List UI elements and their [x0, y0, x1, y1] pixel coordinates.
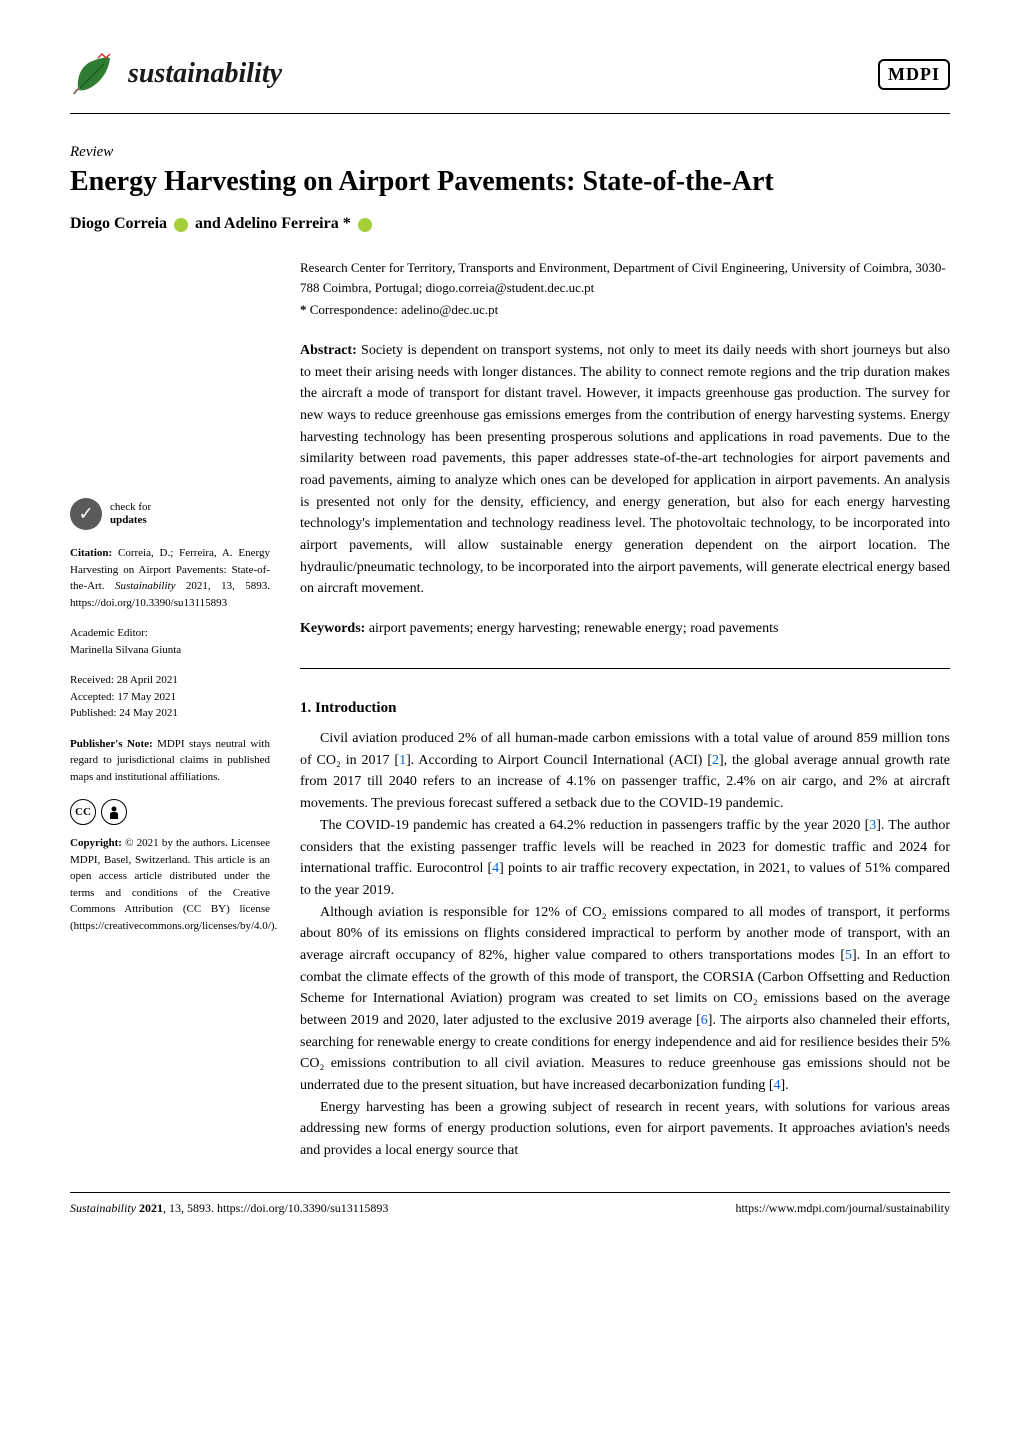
- authors-line: Diogo Correia and Adelino Ferreira *: [70, 215, 950, 233]
- keywords-label: Keywords:: [300, 621, 365, 636]
- editor-name: Marinella Silvana Giunta: [70, 642, 270, 659]
- author-1: Diogo Correia: [70, 215, 167, 232]
- ref-link-4b[interactable]: 4: [774, 1078, 781, 1093]
- check-updates-badge[interactable]: check for updates: [70, 498, 270, 530]
- received-date: Received: 28 April 2021: [70, 672, 270, 689]
- footer-journal: Sustainability: [70, 1201, 139, 1215]
- footer-left: Sustainability 2021, 13, 5893. https://d…: [70, 1201, 388, 1216]
- citation-journal: Sustainability: [115, 580, 176, 592]
- author-and: and Adelino Ferreira *: [195, 215, 351, 232]
- cc-license-icons: CC: [70, 799, 270, 825]
- publisher-logo: MDPI: [878, 59, 950, 90]
- journal-name: sustainability: [128, 58, 282, 90]
- body-paragraph-2: The COVID-19 pandemic has created a 64.2…: [300, 815, 950, 902]
- orcid-icon[interactable]: [358, 218, 372, 232]
- editor-block: Academic Editor: Marinella Silvana Giunt…: [70, 625, 270, 658]
- orcid-icon[interactable]: [174, 218, 188, 232]
- section-1-heading: 1. Introduction: [300, 697, 950, 720]
- copyright-label: Copyright:: [70, 837, 122, 849]
- main-content: Research Center for Territory, Transport…: [300, 258, 950, 1161]
- footer-citation: , 13, 5893. https://doi.org/10.3390/su13…: [163, 1201, 388, 1215]
- abstract-text: Society is dependent on transport system…: [300, 343, 950, 597]
- accepted-date: Accepted: 17 May 2021: [70, 689, 270, 706]
- journal-logo: sustainability: [70, 50, 282, 98]
- check-icon: [70, 498, 102, 530]
- correspondence-text: Correspondence: adelino@dec.uc.pt: [307, 302, 499, 317]
- keywords: Keywords: airport pavements; energy harv…: [300, 618, 950, 640]
- ref-link-5[interactable]: 5: [845, 948, 852, 963]
- footer-right: https://www.mdpi.com/journal/sustainabil…: [735, 1201, 950, 1216]
- publisher-note-label: Publisher's Note:: [70, 738, 153, 750]
- body-paragraph-1: Civil aviation produced 2% of all human-…: [300, 728, 950, 815]
- footer-year: 2021: [139, 1201, 163, 1215]
- correspondence: * Correspondence: adelino@dec.uc.pt: [300, 300, 950, 320]
- article-type: Review: [70, 144, 950, 161]
- by-icon: [101, 799, 127, 825]
- copyright-block: Copyright: © 2021 by the authors. Licens…: [70, 835, 270, 934]
- ref-link-1[interactable]: 1: [399, 753, 406, 768]
- check-line1: check for: [110, 501, 151, 514]
- check-line2: updates: [110, 514, 151, 527]
- abstract: Abstract: Society is dependent on transp…: [300, 340, 950, 600]
- publisher-note-block: Publisher's Note: MDPI stays neutral wit…: [70, 736, 270, 786]
- ref-link-2[interactable]: 2: [712, 753, 719, 768]
- body-paragraph-3: Although aviation is responsible for 12%…: [300, 902, 950, 1097]
- sidebar: check for updates Citation: Correia, D.;…: [70, 258, 270, 1161]
- published-date: Published: 24 May 2021: [70, 705, 270, 722]
- page-footer: Sustainability 2021, 13, 5893. https://d…: [70, 1192, 950, 1216]
- affiliation: Research Center for Territory, Transport…: [300, 258, 950, 297]
- ref-link-6[interactable]: 6: [701, 1013, 708, 1028]
- mdpi-logo-text: MDPI: [878, 59, 950, 90]
- editor-label: Academic Editor:: [70, 625, 270, 642]
- dates-block: Received: 28 April 2021 Accepted: 17 May…: [70, 672, 270, 722]
- leaf-icon: [70, 50, 118, 98]
- article-title: Energy Harvesting on Airport Pavements: …: [70, 164, 950, 200]
- keywords-text: airport pavements; energy harvesting; re…: [365, 621, 778, 636]
- body-paragraph-4: Energy harvesting has been a growing sub…: [300, 1097, 950, 1162]
- citation-label: Citation:: [70, 547, 112, 559]
- cc-icon: CC: [70, 799, 96, 825]
- abstract-label: Abstract:: [300, 343, 357, 358]
- page-header: sustainability MDPI: [70, 50, 950, 114]
- check-updates-text: check for updates: [110, 501, 151, 527]
- copyright-text: © 2021 by the authors. Licensee MDPI, Ba…: [70, 837, 277, 932]
- citation-block: Citation: Correia, D.; Ferreira, A. Ener…: [70, 545, 270, 611]
- divider: [300, 668, 950, 669]
